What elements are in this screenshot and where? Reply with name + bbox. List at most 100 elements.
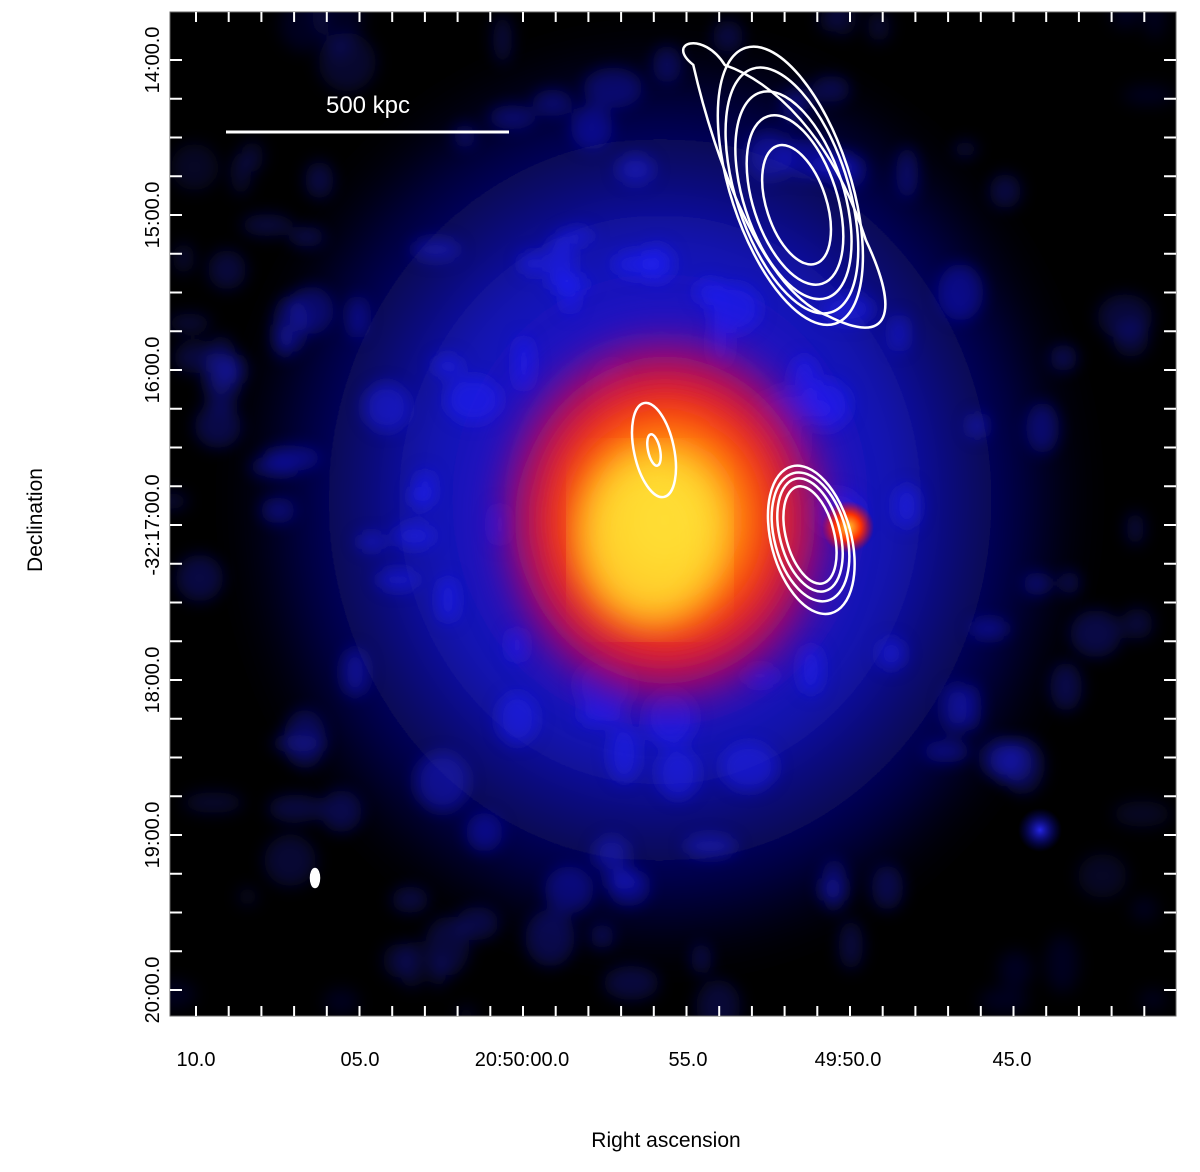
noise-blob [391, 886, 429, 913]
x-tick-label: 45.0 [993, 1049, 1032, 1071]
noise-blob [979, 987, 1029, 1014]
noise-blob [457, 1006, 475, 1016]
noise-blob [612, 250, 663, 278]
noise-blob [376, 569, 420, 591]
noise-blob [604, 869, 641, 890]
noise-blob [1097, 294, 1153, 340]
x-tick-labels: 10.0 05.0 20:50:00.0 55.0 49:50.0 45.0 [177, 1049, 1032, 1071]
noise-blob [174, 342, 216, 373]
y-tick-label: 19:00.0 [142, 802, 164, 869]
noise-blob [871, 865, 904, 911]
noise-blob [1144, 12, 1165, 40]
y-tick-label: 14:00.0 [142, 27, 164, 94]
noise-blob [488, 105, 536, 130]
noise-blob [1059, 571, 1080, 595]
noise-blob [712, 20, 744, 53]
noise-blob [264, 834, 316, 887]
noise-blob [877, 637, 906, 670]
noise-blob [260, 497, 295, 524]
noise-blob [493, 15, 512, 64]
noise-blob [525, 909, 575, 967]
axes-frame [169, 11, 1177, 1017]
noise-blob [812, 75, 851, 103]
noise-blob [691, 943, 712, 975]
x-tick-label: 10.0 [177, 1049, 216, 1071]
noise-blob [305, 161, 334, 199]
noise-blob [205, 335, 237, 395]
noise-blob [519, 251, 546, 276]
beam-marker [309, 867, 321, 889]
noise-blob [593, 836, 630, 872]
noise-blob [1126, 511, 1145, 546]
noise-blob [533, 89, 572, 117]
y-tick-label: -32:17:00.0 [142, 474, 164, 575]
x-tick-label: 49:50.0 [815, 1049, 882, 1071]
noise-blob [348, 296, 367, 339]
noise-blob [170, 143, 219, 191]
noise-blob [170, 980, 196, 1008]
noise-blob [822, 293, 874, 325]
noise-blob [456, 906, 499, 940]
noise-blob [1122, 85, 1175, 105]
noise-blob [657, 748, 699, 799]
x-tick-label: 55.0 [669, 1049, 708, 1071]
noise-blob [454, 124, 476, 148]
noise-blob [570, 105, 613, 150]
noise-blob [382, 943, 415, 978]
noise-blob [953, 141, 977, 158]
noise-blob [893, 484, 920, 528]
noise-blob [411, 238, 460, 261]
noise-blob [1026, 402, 1060, 454]
y-tick-label: 16:00.0 [142, 337, 164, 404]
noise-blob [938, 264, 984, 321]
x-tick-label: 05.0 [341, 1049, 380, 1071]
noise-blob [172, 243, 195, 274]
noise-blob [1131, 897, 1157, 921]
noise-blob [683, 834, 737, 858]
noise-blob [942, 683, 968, 732]
x-tick-label: 20:50:00.0 [475, 1049, 570, 1071]
noise-blob [896, 146, 919, 199]
noise-blob [989, 173, 1021, 209]
y-tick-label: 20:00.0 [142, 957, 164, 1024]
noise-blob [356, 533, 387, 551]
noise-blob [289, 286, 334, 334]
noise-blob [545, 866, 593, 914]
y-axis-title: Declination [24, 468, 47, 572]
noise-blob [425, 916, 470, 976]
noise-blob [696, 979, 741, 1016]
noise-blob [241, 214, 293, 237]
noise-blob [583, 67, 643, 109]
noise-blob [923, 740, 970, 763]
noise-blob [283, 709, 326, 768]
noise-blob [867, 12, 890, 42]
y-tick-label: 18:00.0 [142, 647, 164, 714]
noise-blob [466, 812, 503, 852]
noise-blob [818, 878, 845, 901]
noise-blob [967, 413, 988, 439]
noise-blob [288, 226, 325, 247]
noise-blob [230, 153, 251, 196]
noise-blob [590, 924, 614, 949]
noise-blob [549, 275, 592, 293]
noise-blob [1122, 608, 1153, 639]
noise-blob [1078, 853, 1127, 898]
noise-blob [1110, 12, 1141, 29]
scale-bar: 500 kpc [226, 92, 509, 134]
noise-blob [415, 752, 469, 811]
noise-blob [393, 523, 435, 549]
noise-blob [998, 950, 1033, 989]
x-axis-title: Right ascension [591, 1129, 740, 1152]
noise-blob [183, 792, 244, 814]
noise-blob [969, 619, 1010, 638]
noise-blob [1045, 935, 1079, 993]
noise-blob [709, 284, 761, 334]
noise-blob [249, 457, 299, 477]
noise-blob [437, 576, 459, 624]
noise-blob [432, 354, 463, 378]
noise-blob [363, 382, 410, 432]
noise-blob [1139, 990, 1167, 1009]
noise-blob [608, 725, 640, 783]
noise-blob [409, 486, 429, 508]
